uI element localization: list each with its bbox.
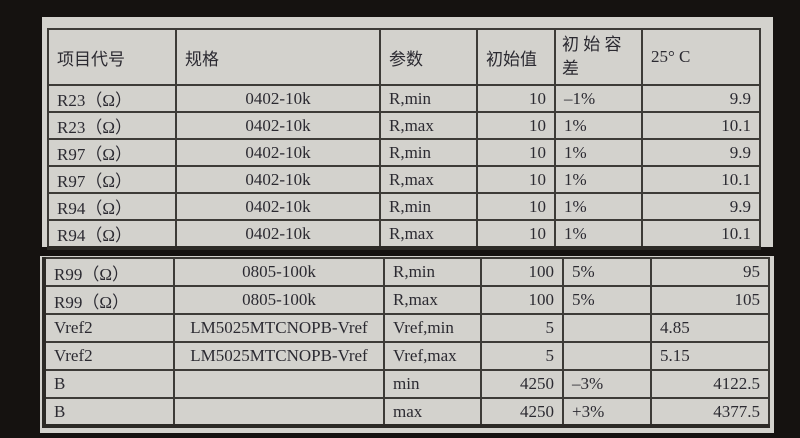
cell-spec xyxy=(173,397,385,427)
table-section-upper: 项目代号 规格 参数 初始值 初 始 容 差 25° C R23（Ω） 0402… xyxy=(42,17,773,250)
cell-tolerance xyxy=(562,313,652,343)
cell-item-code: R94（Ω） xyxy=(47,192,177,221)
cell-value-25c: 95 xyxy=(650,257,770,287)
cell-parameter: R,max xyxy=(383,285,482,315)
cell-spec: LM5025MTCNOPB-Vref xyxy=(173,313,385,343)
table-row: R94（Ω） 0402-10k R,max 10 1% 10.1 xyxy=(47,219,761,249)
cell-tolerance: 1% xyxy=(554,165,643,194)
col-header-parameter: 参数 xyxy=(379,28,478,86)
cell-spec: 0805-100k xyxy=(173,257,385,287)
cell-tolerance: 1% xyxy=(554,219,643,249)
cell-spec: 0402-10k xyxy=(175,111,381,140)
cell-value-25c: 4.85 xyxy=(650,313,770,343)
cell-value-25c: 105 xyxy=(650,285,770,315)
parameter-table-lower: R99（Ω） 0805-100k R,min 100 5% 95 R99（Ω） … xyxy=(42,257,770,428)
cell-spec: 0402-10k xyxy=(175,219,381,249)
cell-tolerance: 1% xyxy=(554,192,643,221)
cell-value-25c: 10.1 xyxy=(641,219,761,249)
cell-parameter: R,min xyxy=(379,138,478,167)
header-row: 项目代号 规格 参数 初始值 初 始 容 差 25° C xyxy=(47,28,761,86)
cell-parameter: R,max xyxy=(379,219,478,249)
cell-value-25c: 4377.5 xyxy=(650,397,770,427)
cell-initial-value: 5 xyxy=(480,313,564,343)
cell-item-code: R97（Ω） xyxy=(47,138,177,167)
table-row: B min 4250 –3% 4122.5 xyxy=(43,369,770,399)
cell-value-25c: 9.9 xyxy=(641,138,761,167)
cell-spec: 0805-100k xyxy=(173,285,385,315)
cell-spec: LM5025MTCNOPB-Vref xyxy=(173,341,385,371)
cell-parameter: R,min xyxy=(379,84,478,113)
col-header-spec: 规格 xyxy=(175,28,381,86)
table-section-lower: R99（Ω） 0805-100k R,min 100 5% 95 R99（Ω） … xyxy=(40,256,774,433)
cell-initial-value: 100 xyxy=(480,285,564,315)
cell-value-25c: 9.9 xyxy=(641,192,761,221)
cell-tolerance: –3% xyxy=(562,369,652,399)
cell-parameter: R,min xyxy=(383,257,482,287)
cell-parameter: R,min xyxy=(379,192,478,221)
cell-initial-value: 10 xyxy=(476,165,556,194)
cell-item-code: B xyxy=(43,369,175,399)
cell-item-code: R99（Ω） xyxy=(43,257,175,287)
table-row: R99（Ω） 0805-100k R,max 100 5% 105 xyxy=(43,285,770,315)
cell-spec xyxy=(173,369,385,399)
cell-initial-value: 5 xyxy=(480,341,564,371)
cell-initial-value: 100 xyxy=(480,257,564,287)
cell-initial-value: 4250 xyxy=(480,397,564,427)
cell-spec: 0402-10k xyxy=(175,138,381,167)
parameter-table-upper: 项目代号 规格 参数 初始值 初 始 容 差 25° C R23（Ω） 0402… xyxy=(47,28,761,250)
table-row: R23（Ω） 0402-10k R,min 10 –1% 9.9 xyxy=(47,84,761,113)
cell-tolerance xyxy=(562,341,652,371)
cell-value-25c: 10.1 xyxy=(641,165,761,194)
cell-item-code: R23（Ω） xyxy=(47,111,177,140)
cell-parameter: R,max xyxy=(379,111,478,140)
cell-spec: 0402-10k xyxy=(175,84,381,113)
cell-item-code: B xyxy=(43,397,175,427)
cell-initial-value: 4250 xyxy=(480,369,564,399)
cell-parameter: Vref,max xyxy=(383,341,482,371)
cell-parameter: R,max xyxy=(379,165,478,194)
table-row: Vref2 LM5025MTCNOPB-Vref Vref,max 5 5.15 xyxy=(43,341,770,371)
cell-tolerance: –1% xyxy=(554,84,643,113)
cell-parameter: Vref,min xyxy=(383,313,482,343)
cell-value-25c: 5.15 xyxy=(650,341,770,371)
col-header-item-code: 项目代号 xyxy=(47,28,177,86)
cell-tolerance: 1% xyxy=(554,111,643,140)
cell-parameter: max xyxy=(383,397,482,427)
table-row: R23（Ω） 0402-10k R,max 10 1% 10.1 xyxy=(47,111,761,140)
cell-parameter: min xyxy=(383,369,482,399)
cell-tolerance: +3% xyxy=(562,397,652,427)
table-row: R99（Ω） 0805-100k R,min 100 5% 95 xyxy=(43,257,770,287)
table-row: B max 4250 +3% 4377.5 xyxy=(43,397,770,427)
cell-item-code: R23（Ω） xyxy=(47,84,177,113)
cell-spec: 0402-10k xyxy=(175,165,381,194)
cell-initial-value: 10 xyxy=(476,84,556,113)
col-header-initial-tolerance: 初 始 容 差 xyxy=(554,28,643,86)
col-header-25c: 25° C xyxy=(641,28,761,86)
cell-initial-value: 10 xyxy=(476,111,556,140)
col-header-initial-value: 初始值 xyxy=(476,28,556,86)
cell-tolerance: 5% xyxy=(562,285,652,315)
cell-initial-value: 10 xyxy=(476,219,556,249)
cell-tolerance: 5% xyxy=(562,257,652,287)
cell-item-code: R99（Ω） xyxy=(43,285,175,315)
cell-spec: 0402-10k xyxy=(175,192,381,221)
cell-value-25c: 10.1 xyxy=(641,111,761,140)
cell-initial-value: 10 xyxy=(476,138,556,167)
cell-value-25c: 9.9 xyxy=(641,84,761,113)
table-row: R97（Ω） 0402-10k R,max 10 1% 10.1 xyxy=(47,165,761,194)
cell-initial-value: 10 xyxy=(476,192,556,221)
table-row: R97（Ω） 0402-10k R,min 10 1% 9.9 xyxy=(47,138,761,167)
cell-value-25c: 4122.5 xyxy=(650,369,770,399)
cell-item-code: Vref2 xyxy=(43,313,175,343)
cell-item-code: R94（Ω） xyxy=(47,219,177,249)
table-row: Vref2 LM5025MTCNOPB-Vref Vref,min 5 4.85 xyxy=(43,313,770,343)
cell-item-code: Vref2 xyxy=(43,341,175,371)
cell-tolerance: 1% xyxy=(554,138,643,167)
table-row: R94（Ω） 0402-10k R,min 10 1% 9.9 xyxy=(47,192,761,221)
cell-item-code: R97（Ω） xyxy=(47,165,177,194)
